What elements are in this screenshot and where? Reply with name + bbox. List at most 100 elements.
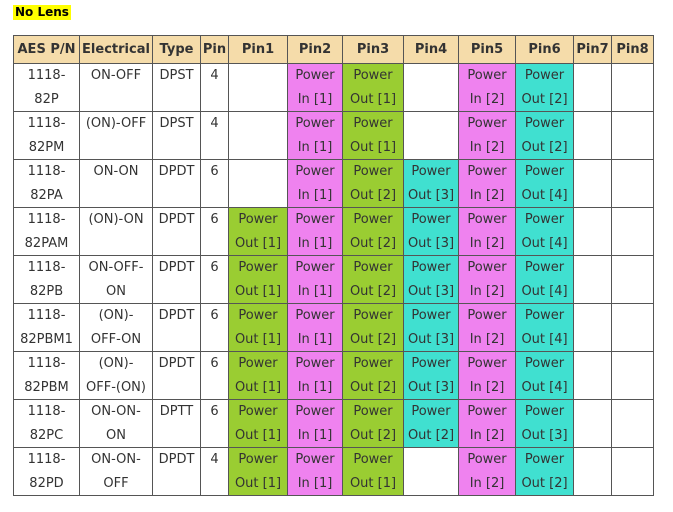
- part-number-cell-line: 1118-: [27, 68, 66, 83]
- pin2-cell: Power In [1]: [287, 63, 343, 112]
- electrical-cell-line: OFF: [103, 475, 129, 491]
- electrical-cell: ON-ON: [79, 159, 153, 208]
- pin4-cell: Power Out [3]: [403, 351, 459, 400]
- pin-label-line: Out [4]: [521, 331, 568, 347]
- column-header: AES P/N: [13, 35, 80, 64]
- pin1-cell: Power Out [1]: [228, 447, 288, 496]
- pin-label-line: Out [2]: [521, 91, 568, 107]
- pin-label-line: Power: [295, 452, 335, 467]
- pin-count-cell: 6: [200, 399, 229, 448]
- electrical-cell-line: ON-OFF: [90, 68, 142, 83]
- pin-count-cell: 4: [200, 63, 229, 112]
- electrical-cell: (ON)-ON: [79, 207, 153, 256]
- pin-label-line: Power: [295, 356, 335, 371]
- pin-label-line: Out [2]: [349, 187, 397, 203]
- pin-label-line: Power: [411, 260, 451, 275]
- pin-label-line: In [2]: [469, 331, 505, 347]
- column-header: Pin6: [515, 35, 574, 64]
- pin5-cell: Power In [2]: [458, 351, 516, 400]
- electrical-cell-line: OFF-(ON): [86, 379, 146, 395]
- pin-label-line: In [1]: [297, 91, 333, 107]
- pin-label-line: In [1]: [297, 475, 333, 491]
- pin-label-line: In [2]: [469, 91, 505, 107]
- pin6-cell: Power Out [4]: [515, 351, 574, 400]
- pin-label-line: Power: [524, 308, 565, 323]
- pin2-cell: Power In [1]: [287, 159, 343, 208]
- electrical-cell: ON-ON- OFF: [79, 447, 153, 496]
- part-number-cell-line: 1118-: [27, 356, 66, 371]
- section-title: No Lens: [13, 5, 71, 20]
- electrical-cell-line: ON: [106, 283, 126, 299]
- pin-label-line: Out [2]: [349, 379, 397, 395]
- column-header: Pin2: [287, 35, 343, 64]
- pin4-empty-cell: [403, 447, 459, 496]
- part-number-cell: 1118- 82P: [13, 63, 80, 112]
- pin-label-line: Power: [353, 116, 393, 131]
- pin-label-line: Power: [295, 68, 335, 83]
- pin-label-line: In [1]: [297, 427, 333, 443]
- pin-label-line: Power: [467, 452, 507, 467]
- column-header: Pin7: [573, 35, 612, 64]
- pin-label-line: Out [1]: [234, 235, 282, 251]
- pin1-empty-cell: [228, 159, 288, 208]
- table-row: 1118- 82PC ON-ON- ON DPTT 6 Power Out [1] Power I…: [13, 399, 654, 448]
- part-number-cell-line: 82P: [34, 91, 59, 107]
- pin-label-line: In [2]: [469, 379, 505, 395]
- pin4-cell: Power Out [3]: [403, 303, 459, 352]
- pin-label-line: Power: [295, 164, 335, 179]
- header-row: AES P/N Electrical Type Pin Pin1 Pin2 Pin3 Pin4…: [13, 35, 654, 64]
- pin5-cell: Power In [2]: [458, 399, 516, 448]
- part-number-cell-line: 82PBM: [24, 379, 69, 395]
- pin7-empty-cell: [573, 303, 612, 352]
- pin-label-line: Out [1]: [234, 379, 282, 395]
- pin-label-line: Power: [295, 260, 335, 275]
- pin-count-cell: 4: [200, 447, 229, 496]
- pin-label-line: Power: [353, 404, 393, 419]
- pin-label-line: Out [4]: [521, 379, 568, 395]
- pin5-cell: Power In [2]: [458, 303, 516, 352]
- pin7-empty-cell: [573, 399, 612, 448]
- pin-label-line: Power: [238, 452, 278, 467]
- pin4-cell: Power Out [3]: [403, 159, 459, 208]
- electrical-cell-line: (ON)-OFF: [85, 116, 147, 131]
- pin-label-line: Power: [524, 356, 565, 371]
- pin7-empty-cell: [573, 207, 612, 256]
- part-number-cell-line: 82PA: [30, 187, 63, 203]
- pin-label-line: Out [2]: [407, 427, 455, 443]
- pin3-cell: Power Out [2]: [342, 303, 404, 352]
- pin-label-line: Out [1]: [234, 283, 282, 299]
- pin1-cell: Power Out [1]: [228, 351, 288, 400]
- pin8-empty-cell: [611, 351, 654, 400]
- part-number-cell-line: 1118-: [27, 164, 66, 179]
- pin-label-line: Power: [411, 164, 451, 179]
- pin8-empty-cell: [611, 255, 654, 304]
- pin-label-line: Power: [411, 356, 451, 371]
- pin-count-cell: 6: [200, 207, 229, 256]
- pin-label-line: Power: [411, 404, 451, 419]
- pin6-cell: Power Out [4]: [515, 207, 574, 256]
- pin-label-line: Power: [524, 260, 565, 275]
- pin3-cell: Power Out [1]: [342, 447, 404, 496]
- pin-label-line: Power: [524, 68, 565, 83]
- pin6-cell: Power Out [2]: [515, 63, 574, 112]
- pin6-cell: Power Out [4]: [515, 303, 574, 352]
- part-number-cell-line: 1118-: [27, 308, 66, 323]
- pin-label-line: Out [2]: [521, 475, 568, 491]
- part-number-cell: 1118- 82PC: [13, 399, 80, 448]
- pin2-cell: Power In [1]: [287, 399, 343, 448]
- pin-label-line: In [2]: [469, 475, 505, 491]
- type-cell: DPDT: [152, 447, 201, 496]
- pin-count-cell: 6: [200, 159, 229, 208]
- pin3-cell: Power Out [2]: [342, 351, 404, 400]
- column-header: Electrical: [79, 35, 153, 64]
- column-header: Pin: [200, 35, 229, 64]
- pin4-cell: Power Out [2]: [403, 399, 459, 448]
- pin-label-line: Power: [524, 212, 565, 227]
- column-header: Type: [152, 35, 201, 64]
- pin-label-line: Out [1]: [234, 427, 282, 443]
- electrical-cell: ON-OFF: [79, 63, 153, 112]
- part-number-cell-line: 82PAM: [24, 235, 69, 251]
- pin7-empty-cell: [573, 255, 612, 304]
- pin-label-line: Power: [524, 404, 565, 419]
- pin5-cell: Power In [2]: [458, 159, 516, 208]
